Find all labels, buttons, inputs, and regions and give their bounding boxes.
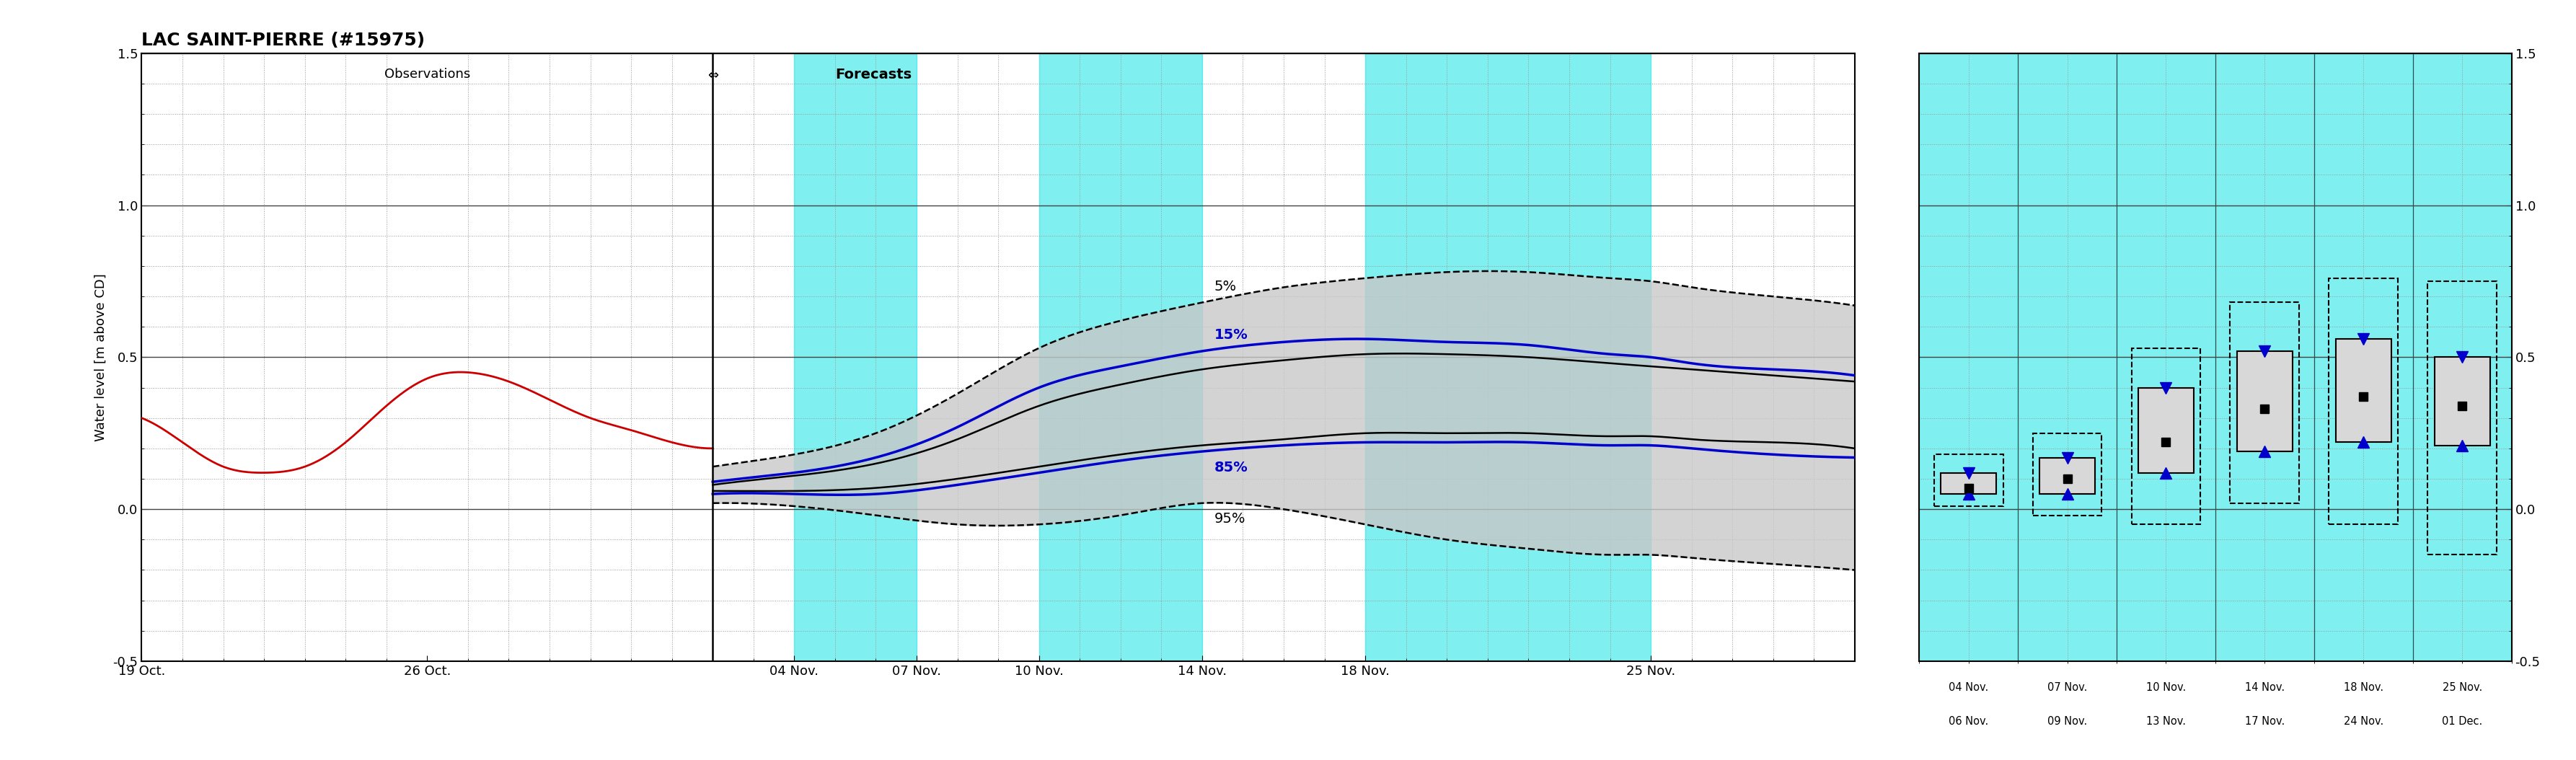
Bar xyxy=(2329,278,2398,524)
Bar xyxy=(2427,281,2496,555)
Text: LAC SAINT-PIERRE (#15975): LAC SAINT-PIERRE (#15975) xyxy=(142,31,425,49)
Bar xyxy=(1935,454,2004,506)
Text: 85%: 85% xyxy=(1213,461,1249,474)
Text: 06 Nov.: 06 Nov. xyxy=(1947,716,1989,727)
Text: $\Leftrightarrow$: $\Leftrightarrow$ xyxy=(706,68,719,81)
Bar xyxy=(2215,53,2313,661)
Bar xyxy=(1940,473,1996,494)
Text: 04 Nov.: 04 Nov. xyxy=(1947,682,1989,693)
Text: 13 Nov.: 13 Nov. xyxy=(2146,716,2187,727)
Bar xyxy=(2336,339,2391,442)
Text: 15%: 15% xyxy=(1213,328,1249,342)
Text: Forecasts: Forecasts xyxy=(835,68,912,81)
Text: 24 Nov.: 24 Nov. xyxy=(2344,716,2383,727)
Bar xyxy=(2231,302,2300,503)
Text: 18 Nov.: 18 Nov. xyxy=(2344,682,2383,693)
Text: Observations: Observations xyxy=(384,68,471,81)
Bar xyxy=(2236,351,2293,451)
Text: 95%: 95% xyxy=(1213,512,1247,526)
Bar xyxy=(1038,53,1203,661)
Bar xyxy=(2017,53,2117,661)
Bar xyxy=(2117,53,2215,661)
Bar xyxy=(2414,53,2512,661)
Bar xyxy=(1919,53,2017,661)
Text: 10 Nov.: 10 Nov. xyxy=(2146,682,2187,693)
Bar xyxy=(2040,458,2094,494)
Bar xyxy=(2434,357,2491,445)
Text: 5%: 5% xyxy=(1213,280,1236,293)
Bar xyxy=(2032,433,2102,515)
Y-axis label: Water level [m above CD]: Water level [m above CD] xyxy=(93,274,108,441)
Bar xyxy=(2130,348,2200,524)
Bar xyxy=(793,53,917,661)
Text: 09 Nov.: 09 Nov. xyxy=(2048,716,2087,727)
Text: 25 Nov.: 25 Nov. xyxy=(2442,682,2483,693)
Text: 01 Dec.: 01 Dec. xyxy=(2442,716,2483,727)
Bar xyxy=(1365,53,1651,661)
Text: 17 Nov.: 17 Nov. xyxy=(2244,716,2285,727)
Bar xyxy=(2138,388,2195,473)
Text: 14 Nov.: 14 Nov. xyxy=(2244,682,2285,693)
Bar xyxy=(2313,53,2414,661)
Text: 07 Nov.: 07 Nov. xyxy=(2048,682,2087,693)
